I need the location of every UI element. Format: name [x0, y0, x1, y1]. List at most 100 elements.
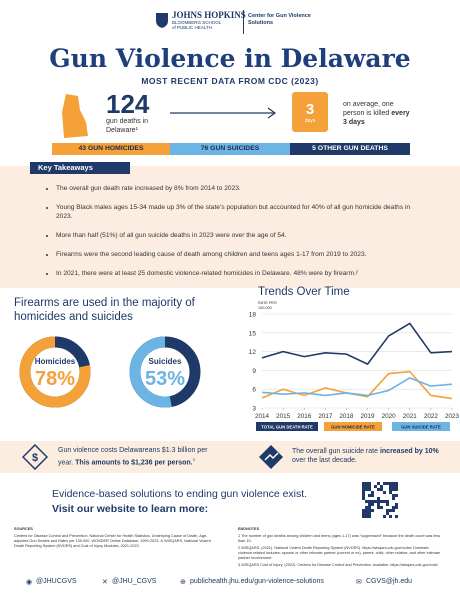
calendar-body: 3 days	[295, 101, 325, 129]
qr-module	[371, 509, 374, 512]
deaths-text: gun deaths in Delaware¹	[106, 118, 149, 134]
endnote: 1 The number of gun deaths among childre…	[238, 534, 441, 543]
qr-module	[383, 491, 386, 494]
qr-module	[365, 506, 368, 509]
qr-module	[362, 512, 365, 515]
qr-module	[395, 494, 398, 497]
qr-module	[368, 503, 371, 506]
qr-module	[392, 482, 395, 485]
legend-label: GUN SUICIDE RATE	[401, 425, 441, 430]
takeaway-item: More than half (51%) of all gun suicide …	[56, 231, 422, 240]
qr-module	[371, 503, 374, 506]
org-school: BLOOMBERG SCHOOL	[172, 20, 222, 25]
qr-module	[380, 506, 383, 509]
qr-module	[380, 500, 383, 503]
qr-module	[386, 509, 389, 512]
endnotes-heading: ENDNOTES	[238, 527, 260, 531]
cta-line1: Evidence-based solutions to ending gun v…	[52, 488, 308, 500]
cta-line2: Visit our website to learn more:	[52, 503, 209, 515]
qr-module	[380, 485, 383, 488]
legend-swatch	[392, 422, 450, 431]
endnote: 3 WISQARS Cost of Injury. (2022). Center…	[238, 563, 438, 567]
qr-module	[362, 515, 365, 518]
qr-module	[362, 485, 365, 488]
cost-main: Gun violence costs Delawareans $1.3 bill…	[58, 447, 208, 467]
logo: JOHNS HOPKINS BLOOMBERG SCHOOL of PUBLIC…	[155, 10, 315, 36]
qr-module	[392, 497, 395, 500]
qr-module	[365, 515, 368, 518]
cost-note: 3	[192, 457, 195, 462]
y-tick-label: 12	[249, 349, 257, 356]
x-icon: ✕	[102, 579, 108, 586]
legend-label: TOTAL GUN DEATH RATE	[261, 425, 313, 430]
qr-module	[389, 488, 392, 491]
qr-module	[377, 500, 380, 503]
org-name: JOHNS HOPKINS	[172, 10, 246, 20]
qr-module	[374, 500, 377, 503]
qr-module	[362, 488, 365, 491]
qr-module	[389, 485, 392, 488]
suicide-trend-main: The overall gun suicide rate	[292, 448, 378, 455]
qr-module	[368, 509, 371, 512]
qr-module	[374, 485, 377, 488]
qr-module	[365, 512, 368, 515]
qr-code[interactable]	[362, 482, 398, 518]
qr-module	[392, 488, 395, 491]
takeaways-list: The overall gun death rate increased by …	[42, 184, 422, 288]
qr-module	[362, 491, 365, 494]
qr-module	[386, 512, 389, 515]
qr-module	[395, 503, 398, 506]
suicide-trend-end: over the last decade.	[292, 457, 357, 464]
cost-bold: This amounts to $1,236 per person.	[75, 459, 193, 467]
qr-module	[383, 500, 386, 503]
x-tick-label: 2022	[424, 413, 439, 420]
social-handle[interactable]: @JHUCGVS	[36, 578, 77, 585]
shield-icon	[156, 13, 168, 28]
endnote: 2 WISQARS. (2021). National Violent Deat…	[238, 546, 440, 560]
qr-module	[389, 509, 392, 512]
website[interactable]: publichealth.jhu.edu/gun-violence-soluti…	[190, 578, 324, 585]
suicide-trend-bold: increased by 10%	[379, 448, 439, 455]
qr-module	[368, 515, 371, 518]
qr-module	[389, 491, 392, 494]
qr-module	[368, 482, 371, 485]
x-tick-label: 2016	[297, 413, 312, 420]
calendar-unit: days	[304, 118, 316, 124]
takeaway-item: Firearms were the second leading cause o…	[56, 250, 422, 259]
qr-module	[392, 506, 395, 509]
qr-module	[377, 482, 380, 485]
qr-module	[371, 494, 374, 497]
qr-module	[368, 500, 371, 503]
qr-module	[389, 515, 392, 518]
qr-module	[371, 500, 374, 503]
instagram-icon: ◉	[26, 579, 33, 586]
x-tick-label: 2017	[318, 413, 333, 420]
y-tick-label: 15	[249, 330, 257, 337]
trends-title: Trends Over Time	[258, 286, 350, 298]
qr-module	[389, 482, 392, 485]
calendar-icon: 3 days	[292, 92, 328, 132]
breakdown-homicides: 43 GUN HOMICIDES	[52, 143, 170, 155]
donut-arc	[19, 336, 91, 408]
y-tick-label: 18	[249, 312, 257, 319]
arrow	[170, 107, 277, 119]
suicide-trend-text: The overall gun suicide rate increased b…	[292, 447, 442, 465]
takeaways-heading: Key Takeaways	[30, 162, 130, 174]
breakdown-other: 5 OTHER GUN DEATHS	[290, 143, 410, 155]
sources: SOURCES Centers for Disease Control and …	[14, 527, 219, 549]
email[interactable]: CGVS@jh.edu	[366, 578, 413, 585]
sources-text: Centers for Disease Control and Preventi…	[14, 534, 211, 548]
endnotes-list: 1 The number of gun deaths among childre…	[238, 534, 443, 568]
x-tick-label: 2023	[445, 413, 460, 420]
endnotes: ENDNOTES 1 The number of gun deaths amon…	[238, 527, 443, 570]
x-tick-label: 2021	[403, 413, 418, 420]
qr-module	[383, 482, 386, 485]
org-school: of PUBLIC HEALTH	[172, 25, 212, 30]
donut-category: Homicides	[35, 357, 76, 366]
killed-text: on average, one person is killed every 3…	[343, 100, 413, 127]
qr-module	[392, 509, 395, 512]
calendar-number: 3	[305, 101, 315, 118]
svg-text:$: $	[32, 452, 38, 464]
killed-bold: every 3 days	[343, 110, 410, 126]
social-handle[interactable]: @JHU_CGVS	[112, 578, 157, 585]
